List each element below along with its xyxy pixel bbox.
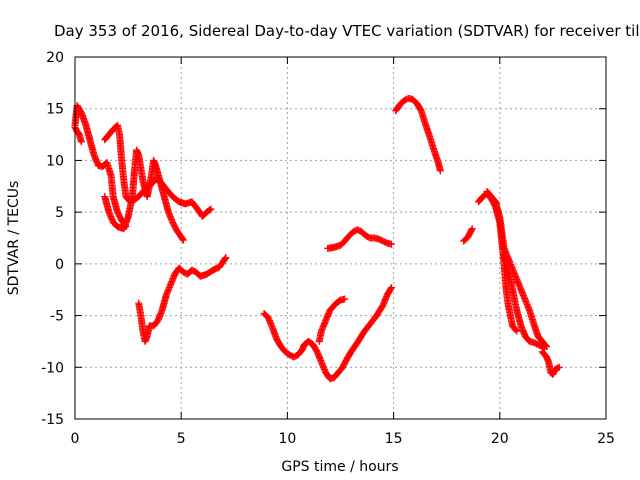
data-point — [387, 240, 395, 248]
grid — [75, 57, 606, 419]
x-tick-label: 0 — [71, 431, 80, 447]
x-tick-label: 5 — [177, 431, 186, 447]
data-point — [554, 364, 562, 372]
series-s6 — [260, 284, 395, 383]
plot-frame — [74, 56, 607, 420]
y-tick-label: 0 — [55, 257, 64, 273]
y-tick-label: 5 — [55, 205, 64, 221]
y-tick-label: -5 — [50, 309, 64, 325]
series-s2 — [71, 123, 85, 146]
y-axis-label: SDTVAR / TECUs — [6, 181, 22, 296]
series-s5 — [135, 254, 230, 345]
x-axis-label: GPS time / hours — [281, 459, 398, 475]
data-point — [179, 236, 187, 244]
data-series — [71, 94, 563, 383]
data-point — [206, 206, 214, 214]
ticks — [74, 56, 607, 420]
x-tick-label: 25 — [597, 431, 615, 447]
data-point — [467, 226, 475, 234]
y-tick-label: 15 — [46, 102, 64, 118]
data-point — [387, 285, 395, 293]
data-point — [221, 255, 229, 263]
series-s8 — [324, 226, 395, 252]
series-s13 — [500, 252, 548, 353]
y-tick-label: -10 — [41, 360, 64, 376]
y-tick-label: 20 — [46, 50, 64, 66]
x-tick-label: 15 — [385, 431, 403, 447]
series-s9 — [392, 94, 444, 175]
y-tick-label: -15 — [41, 412, 64, 428]
data-point — [513, 327, 521, 335]
x-tick-label: 20 — [491, 431, 509, 447]
y-tick-label: 10 — [46, 153, 64, 169]
data-point — [436, 167, 444, 175]
series-s14 — [538, 348, 563, 379]
data-point — [179, 235, 187, 243]
data-point — [222, 254, 230, 262]
series-s4 — [101, 121, 215, 220]
data-point — [207, 205, 215, 213]
chart-title: Day 353 of 2016, Sidereal Day-to-day VTE… — [54, 22, 640, 40]
data-point — [512, 326, 520, 334]
data-point — [341, 295, 349, 303]
data-point — [555, 363, 563, 371]
y-tick-labels: -15 -10 -5 0 5 10 15 20 — [41, 50, 64, 428]
series-s1 — [71, 102, 130, 231]
x-tick-label: 10 — [278, 431, 296, 447]
series-s7 — [315, 295, 349, 345]
x-tick-labels: 0 5 10 15 20 25 — [71, 431, 615, 447]
data-point — [77, 138, 85, 146]
data-point — [387, 284, 395, 292]
series-s10 — [460, 225, 476, 245]
series-s12 — [483, 187, 551, 351]
data-point — [468, 225, 476, 233]
